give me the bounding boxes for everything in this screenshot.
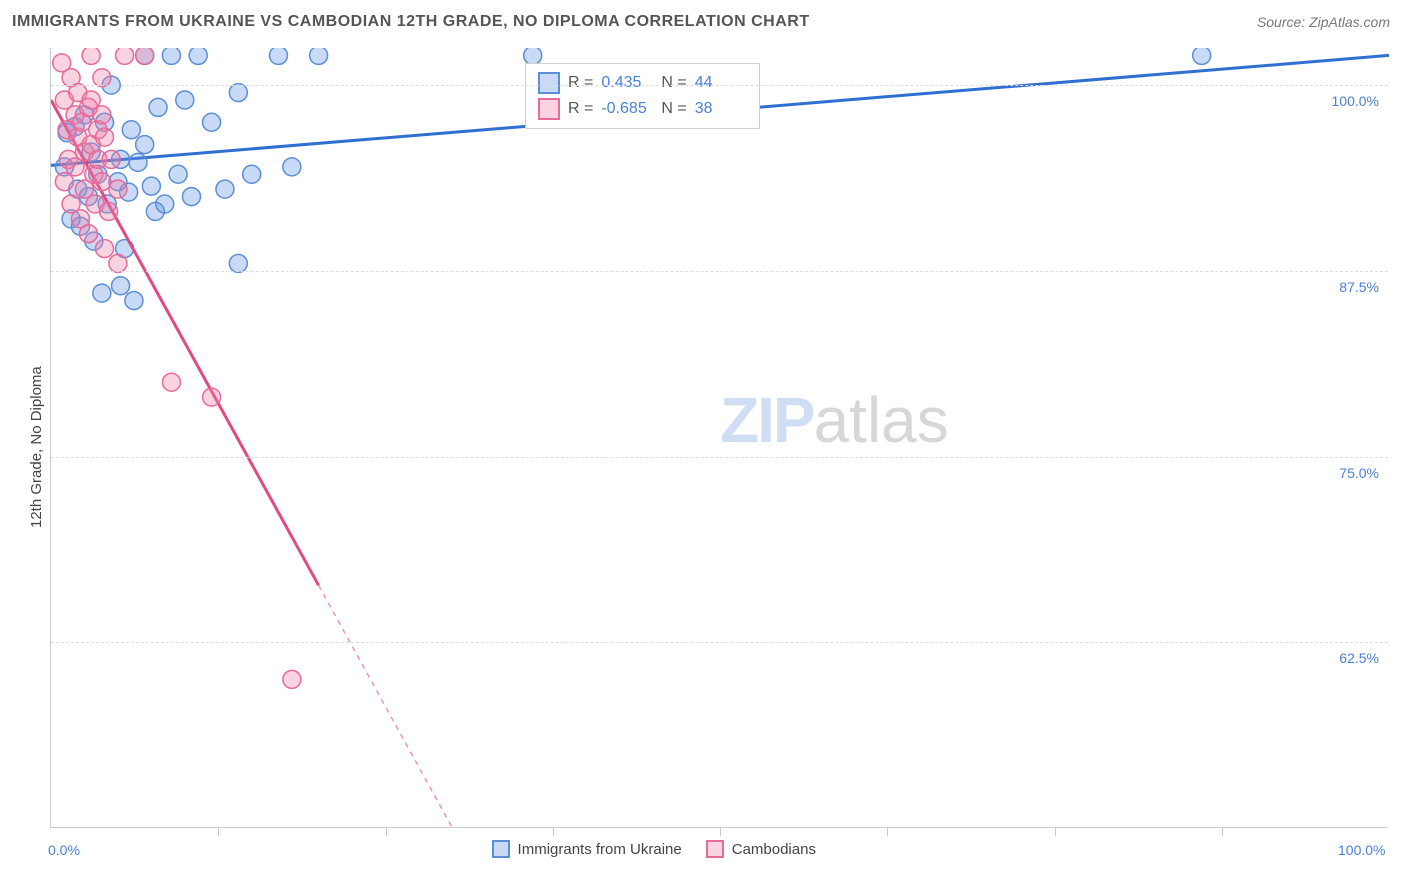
n-label: N = xyxy=(661,100,686,118)
series-legend: Immigrants from Ukraine Cambodians xyxy=(492,840,816,858)
legend-swatch xyxy=(706,840,724,858)
n-label: N = xyxy=(661,74,686,92)
chart-container: ZIPatlas R =0.435N =44R =-0.685N =38 62.… xyxy=(0,44,1406,892)
scatter-point xyxy=(112,277,130,295)
scatter-point xyxy=(203,113,221,131)
chart-header: IMMIGRANTS FROM UKRAINE VS CAMBODIAN 12T… xyxy=(0,0,1406,44)
scatter-point xyxy=(142,177,160,195)
scatter-point xyxy=(189,48,207,64)
n-value: 38 xyxy=(695,100,747,118)
plot-area: ZIPatlas R =0.435N =44R =-0.685N =38 62.… xyxy=(50,48,1388,828)
y-tick-label: 87.5% xyxy=(1319,279,1379,295)
series-legend-item: Cambodians xyxy=(706,840,816,858)
scatter-point xyxy=(116,48,134,64)
scatter-point xyxy=(96,240,114,258)
scatter-point xyxy=(109,180,127,198)
scatter-point xyxy=(136,48,154,64)
y-tick-label: 75.0% xyxy=(1319,465,1379,481)
scatter-point xyxy=(79,225,97,243)
scatter-point xyxy=(125,292,143,310)
scatter-point xyxy=(243,165,261,183)
series-legend-label: Immigrants from Ukraine xyxy=(518,841,682,858)
correlation-legend: R = 0.435 N = 44 R = -0.685 N = 38 xyxy=(525,63,760,129)
x-tick xyxy=(553,828,554,836)
r-value: -0.685 xyxy=(601,100,653,118)
scatter-point xyxy=(203,388,221,406)
scatter-point xyxy=(100,202,118,220)
legend-swatch xyxy=(538,72,560,94)
legend-swatch xyxy=(538,98,560,120)
scatter-point xyxy=(109,254,127,272)
x-tick xyxy=(1055,828,1056,836)
scatter-point xyxy=(169,165,187,183)
scatter-point xyxy=(283,670,301,688)
x-axis-label-right: 100.0% xyxy=(1338,842,1385,858)
scatter-point xyxy=(122,121,140,139)
r-value: 0.435 xyxy=(601,74,653,92)
scatter-point xyxy=(129,153,147,171)
legend-swatch xyxy=(492,840,510,858)
scatter-point xyxy=(176,91,194,109)
y-tick-label: 100.0% xyxy=(1319,93,1379,109)
scatter-point xyxy=(82,48,100,64)
series-legend-label: Cambodians xyxy=(732,841,816,858)
scatter-point xyxy=(162,48,180,64)
x-tick xyxy=(887,828,888,836)
scatter-point xyxy=(93,106,111,124)
x-tick xyxy=(218,828,219,836)
scatter-point xyxy=(216,180,234,198)
correlation-legend-row: R = -0.685 N = 38 xyxy=(538,96,747,122)
r-label: R = xyxy=(568,100,593,118)
x-tick xyxy=(720,828,721,836)
series-legend-item: Immigrants from Ukraine xyxy=(492,840,682,858)
correlation-legend-row: R = 0.435 N = 44 xyxy=(538,70,747,96)
n-value: 44 xyxy=(695,74,747,92)
scatter-point xyxy=(136,136,154,154)
scatter-point xyxy=(149,98,167,116)
scatter-point xyxy=(182,188,200,206)
scatter-point xyxy=(229,84,247,102)
scatter-point xyxy=(229,254,247,272)
grid-line xyxy=(51,642,1388,643)
scatter-point xyxy=(102,150,120,168)
scatter-point xyxy=(156,195,174,213)
r-label: R = xyxy=(568,74,593,92)
scatter-plot-svg xyxy=(51,48,1389,828)
scatter-point xyxy=(524,48,542,64)
grid-line xyxy=(51,271,1388,272)
scatter-point xyxy=(93,284,111,302)
scatter-point xyxy=(96,128,114,146)
chart-title: IMMIGRANTS FROM UKRAINE VS CAMBODIAN 12T… xyxy=(12,13,810,31)
scatter-point xyxy=(283,158,301,176)
grid-line xyxy=(51,457,1388,458)
scatter-point xyxy=(162,373,180,391)
scatter-point xyxy=(1193,48,1211,64)
grid-line xyxy=(51,85,1388,86)
y-axis-title: 12th Grade, No Diploma xyxy=(28,366,45,528)
scatter-point xyxy=(93,173,111,191)
y-tick-label: 62.5% xyxy=(1319,650,1379,666)
chart-source: Source: ZipAtlas.com xyxy=(1257,14,1390,30)
x-tick xyxy=(386,828,387,836)
scatter-point xyxy=(93,69,111,87)
scatter-point xyxy=(269,48,287,64)
scatter-point xyxy=(310,48,328,64)
x-tick xyxy=(1222,828,1223,836)
x-axis-label-left: 0.0% xyxy=(48,842,80,858)
